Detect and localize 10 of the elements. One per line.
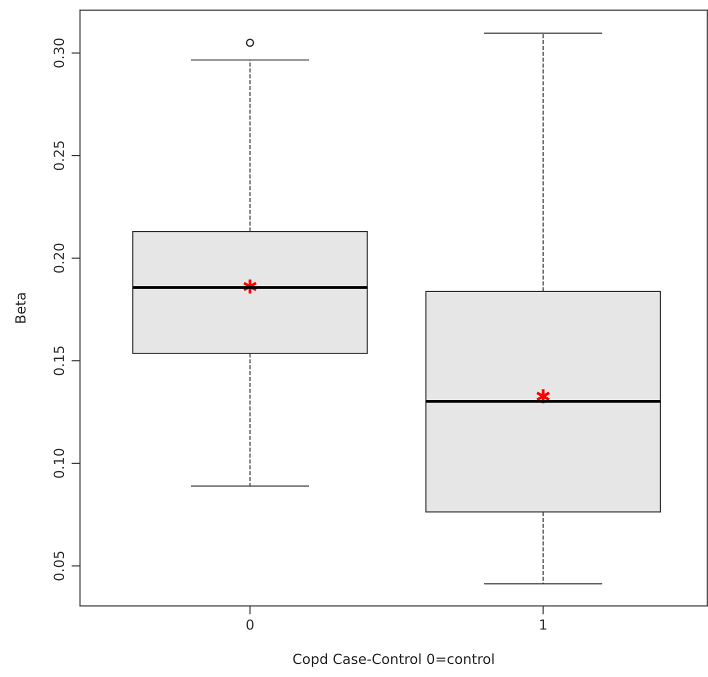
y-tick-label: 0.20 (54, 244, 64, 273)
x-tick-label: 0 (246, 619, 254, 630)
x-tick-label: 1 (540, 620, 546, 630)
y-tick-label: 0.05 (54, 552, 64, 580)
y-tick-label: 0.15 (54, 346, 64, 376)
y-tick-label: 0.25 (54, 141, 64, 170)
y-tick-label: 0.30 (54, 38, 64, 68)
x-axis-title: Copd Case-Control 0=control (293, 653, 494, 667)
y-axis-title: Beta (15, 293, 26, 323)
y-tick-label: 0.10 (54, 448, 64, 478)
